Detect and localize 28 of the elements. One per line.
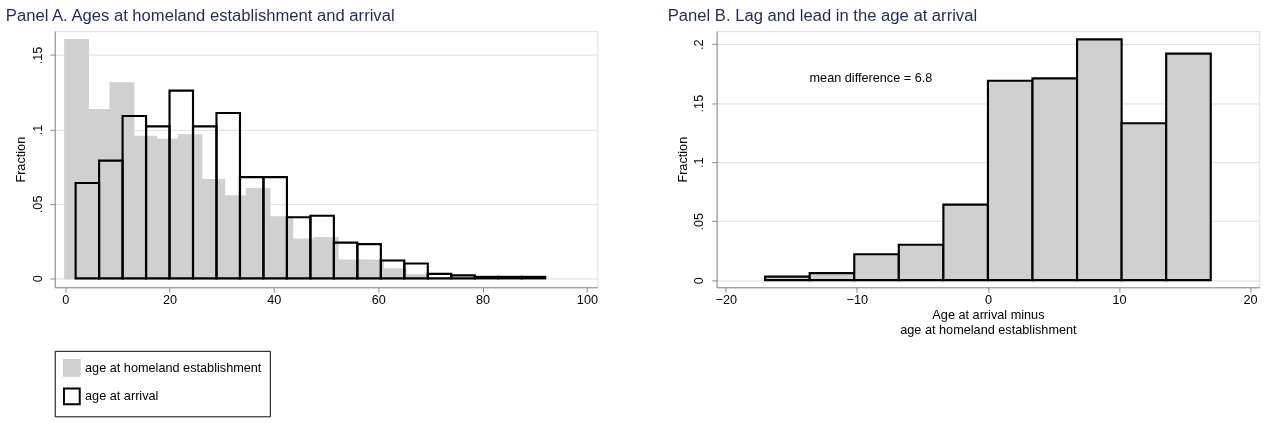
annotation: mean difference = 6.8	[809, 70, 933, 85]
y-tick-label: .1	[30, 124, 45, 136]
x-tick-label: 40	[267, 293, 282, 308]
y-tick-label: 0	[30, 275, 45, 283]
y-axis-title: Fraction	[675, 136, 690, 183]
chart-title: Panel A. Ages at homeland establishment and arrival	[5, 6, 395, 26]
x-tick-label: 20	[162, 293, 178, 308]
x-tick-label: −20	[715, 293, 738, 308]
y-tick-label: .15	[30, 46, 45, 65]
x-tick-label: 0	[984, 293, 992, 308]
y-tick-label: .05	[692, 212, 707, 231]
x-tick-label: 100	[576, 293, 598, 308]
chart-title: Panel B. Lag and lead in the age at arrival	[667, 6, 978, 26]
x-tick-label: −10	[846, 293, 869, 308]
legend-label: age at homeland establishment	[85, 360, 262, 375]
x-tick-label: 60	[371, 293, 386, 308]
x-tick-label: 20	[1243, 293, 1258, 308]
y-tick-label: .05	[30, 195, 45, 214]
y-axis-title: Fraction	[13, 136, 28, 183]
x-tick-label: 0	[62, 293, 70, 308]
y-tick-label: .15	[692, 94, 707, 113]
y-tick-label: 0	[692, 277, 707, 285]
legend-label: age at arrival	[85, 389, 159, 404]
y-tick-label: .2	[692, 39, 707, 50]
x-tick-label: 80	[476, 293, 491, 308]
y-tick-label: .1	[692, 157, 707, 168]
x-tick-label: 10	[1112, 293, 1127, 308]
x-axis-title: Age at arrival minus age at homeland establishment	[900, 308, 1078, 337]
